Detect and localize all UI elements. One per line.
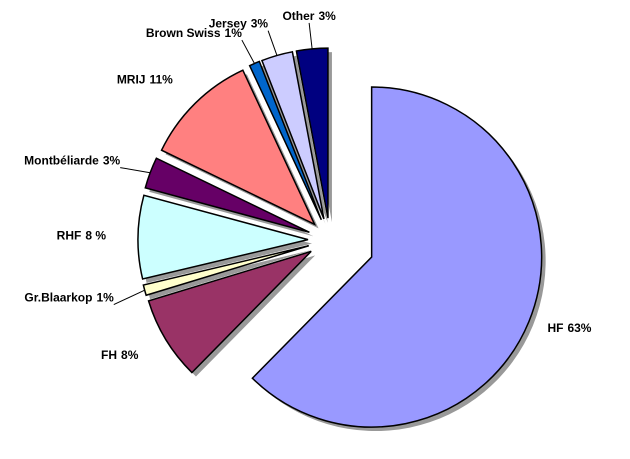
slice-category: Gr.Blaarkop — [24, 291, 92, 305]
slice-category: MRIJ — [117, 73, 146, 87]
leader-line — [267, 30, 278, 56]
slice-shadow — [147, 249, 313, 300]
slice-category: FH — [101, 348, 117, 362]
slice-category: Brown Swiss — [146, 26, 221, 40]
slice-value: 1% — [225, 26, 243, 40]
slice-label: Gr.Blaarkop 1% — [24, 291, 114, 305]
leader-line — [241, 39, 255, 64]
slice — [260, 50, 325, 220]
slice-label: Brown Swiss 1% — [146, 26, 242, 40]
slice-label: FH 8% — [101, 348, 139, 362]
slice-value: 8% — [121, 348, 139, 362]
slice-category: Jersey — [209, 17, 247, 31]
slice-label: HF 63% — [547, 321, 591, 335]
slice-value: 63% — [567, 321, 591, 335]
slice-category: HF — [547, 321, 563, 335]
slice — [160, 69, 317, 226]
slice-value: 11% — [149, 73, 173, 87]
slice-category: RHF — [57, 229, 82, 243]
slice-label: RHF 8 % — [57, 229, 107, 243]
slice-value: 3% — [103, 154, 121, 168]
slice-label: Montbéliarde 3% — [24, 154, 120, 168]
slice — [144, 157, 310, 234]
slice-label: Other 3% — [282, 9, 336, 23]
slice-value: 8 % — [85, 229, 106, 243]
leader-line — [308, 22, 313, 49]
leader-line — [120, 167, 151, 174]
slice-category: Montbéliarde — [24, 154, 99, 168]
leader-line — [113, 289, 145, 305]
slice-label: Jersey 3% — [209, 17, 269, 31]
slice — [251, 86, 543, 428]
slice-label: MRIJ 11% — [117, 73, 173, 87]
slice-category: Other — [282, 9, 314, 23]
slice-value: 3% — [251, 17, 269, 31]
slice — [137, 194, 309, 280]
slice — [147, 250, 312, 374]
slice — [248, 60, 323, 221]
slice-value: 3% — [318, 9, 336, 23]
slice-value: 1% — [96, 291, 114, 305]
